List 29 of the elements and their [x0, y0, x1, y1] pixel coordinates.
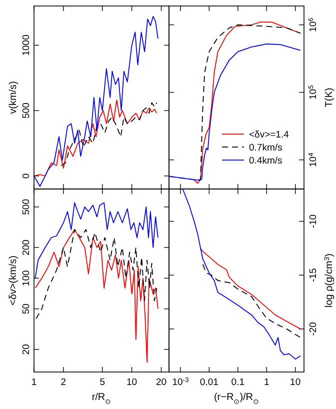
x-tick-label: 10$^{-3}$ — [172, 376, 189, 388]
x-tick-label: 5 — [100, 377, 106, 388]
x-tick-label: 1 — [264, 377, 270, 388]
y-tick-label: 100 — [21, 270, 32, 286]
x-tick-label: 10 — [290, 377, 301, 388]
legend-label: 0.7km/s — [249, 142, 283, 154]
x-axis-title: (r−R$_{⊙}$)/R$_{⊙}$ — [214, 392, 260, 406]
y-tick-label: 1000 — [21, 34, 32, 56]
x-tick-label: 20 — [156, 377, 167, 388]
y-axis-title: T(K) — [324, 88, 335, 108]
legend-label: 0.4km/s — [249, 156, 283, 167]
y-axis-title: <δv>(km/s) — [8, 255, 19, 306]
x-tick-label: 1 — [31, 377, 37, 388]
y-tick-label: 200 — [21, 240, 32, 256]
x-tick-label: 2 — [60, 377, 66, 388]
y-tick-label: -20 — [308, 322, 319, 336]
y-tick-label: 50 — [21, 304, 32, 314]
x-axis-title: r/R$_{⊙}$ — [92, 392, 112, 406]
x-tick-label: 10 — [126, 377, 138, 388]
legend-label: <δv>=1.4 — [249, 130, 289, 141]
y-tick-label: 20 — [21, 344, 32, 355]
y-tick-label: -10 — [308, 214, 319, 228]
y-tick-label: 500 — [21, 199, 32, 215]
y-tick-label: -15 — [308, 268, 319, 282]
x-tick-label: 0.01 — [200, 377, 218, 388]
y-tick-label: 500 — [21, 102, 32, 118]
x-tick-label: 0.1 — [231, 377, 244, 388]
y-tick-label: 0 — [21, 173, 32, 179]
y-axis-title: v(km/s) — [8, 81, 19, 114]
